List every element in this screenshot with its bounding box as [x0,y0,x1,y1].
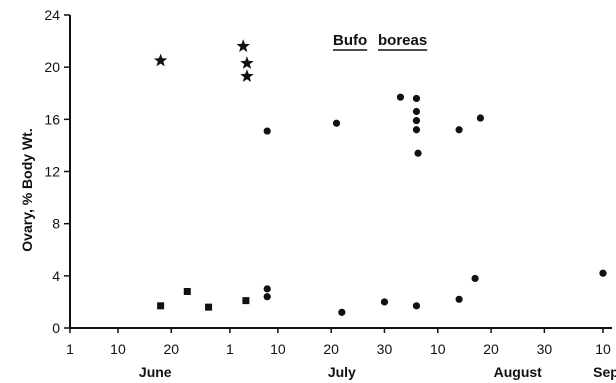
data-point-circle [263,293,271,301]
x-tick-label: 1 [226,341,234,357]
chart-title-species: boreas [378,32,427,49]
data-point-circle [412,117,421,125]
x-tick-label: 30 [377,341,393,357]
month-label: August [494,364,543,380]
data-point-circle [263,285,271,293]
month-label: Sept [593,364,616,380]
data-point-circle [412,94,421,103]
data-point-circle [412,126,421,134]
data-point-circle [414,149,422,157]
month-label: June [139,364,172,380]
month-label: July [328,364,356,380]
data-point-circle [338,308,346,316]
y-tick-label: 8 [52,216,60,232]
x-tick-label: 30 [537,341,553,357]
data-point-square [183,287,191,295]
data-point-star [153,53,168,67]
axes [69,15,612,329]
data-point-circle [455,295,463,303]
y-tick-label: 0 [52,320,60,336]
x-tick-label: 10 [430,341,446,357]
data-point-square [157,302,165,310]
y-tick-label: 24 [44,7,60,23]
x-tick-label: 20 [483,341,499,357]
data-point-circle [476,114,485,122]
data-point-circle [412,302,421,310]
data-point-circle [396,93,405,101]
data-point-circle [263,127,271,135]
data-points [153,39,607,316]
tick-marks [64,14,604,333]
y-tick-label: 12 [44,164,60,180]
x-tick-label: 20 [323,341,339,357]
data-point-circle [380,298,389,306]
data-point-circle [412,107,421,116]
x-tick-label: 10 [270,341,286,357]
data-point-star [236,39,250,52]
data-point-star [240,69,254,82]
data-point-circle [332,119,341,127]
x-tick-label: 20 [163,341,179,357]
x-tick-label: 10 [595,341,611,357]
data-point-circle [471,274,479,283]
chart-labels: Ovary, % Body Wt. Bufo boreas 0 4 8 12 16 20 2… [19,7,616,380]
x-tick-label: 10 [110,341,126,357]
chart-title-genus: Bufo [333,32,367,49]
y-axis-label: Ovary, % Body Wt. [19,128,35,251]
data-point-star [240,56,254,69]
y-tick-label: 20 [44,59,60,75]
y-tick-label: 16 [44,111,60,127]
y-tick-label: 4 [52,268,60,284]
data-point-circle [455,126,463,134]
data-point-square [242,297,250,305]
data-point-square [205,303,213,311]
data-point-circle [599,269,607,277]
x-tick-label: 1 [66,341,74,357]
